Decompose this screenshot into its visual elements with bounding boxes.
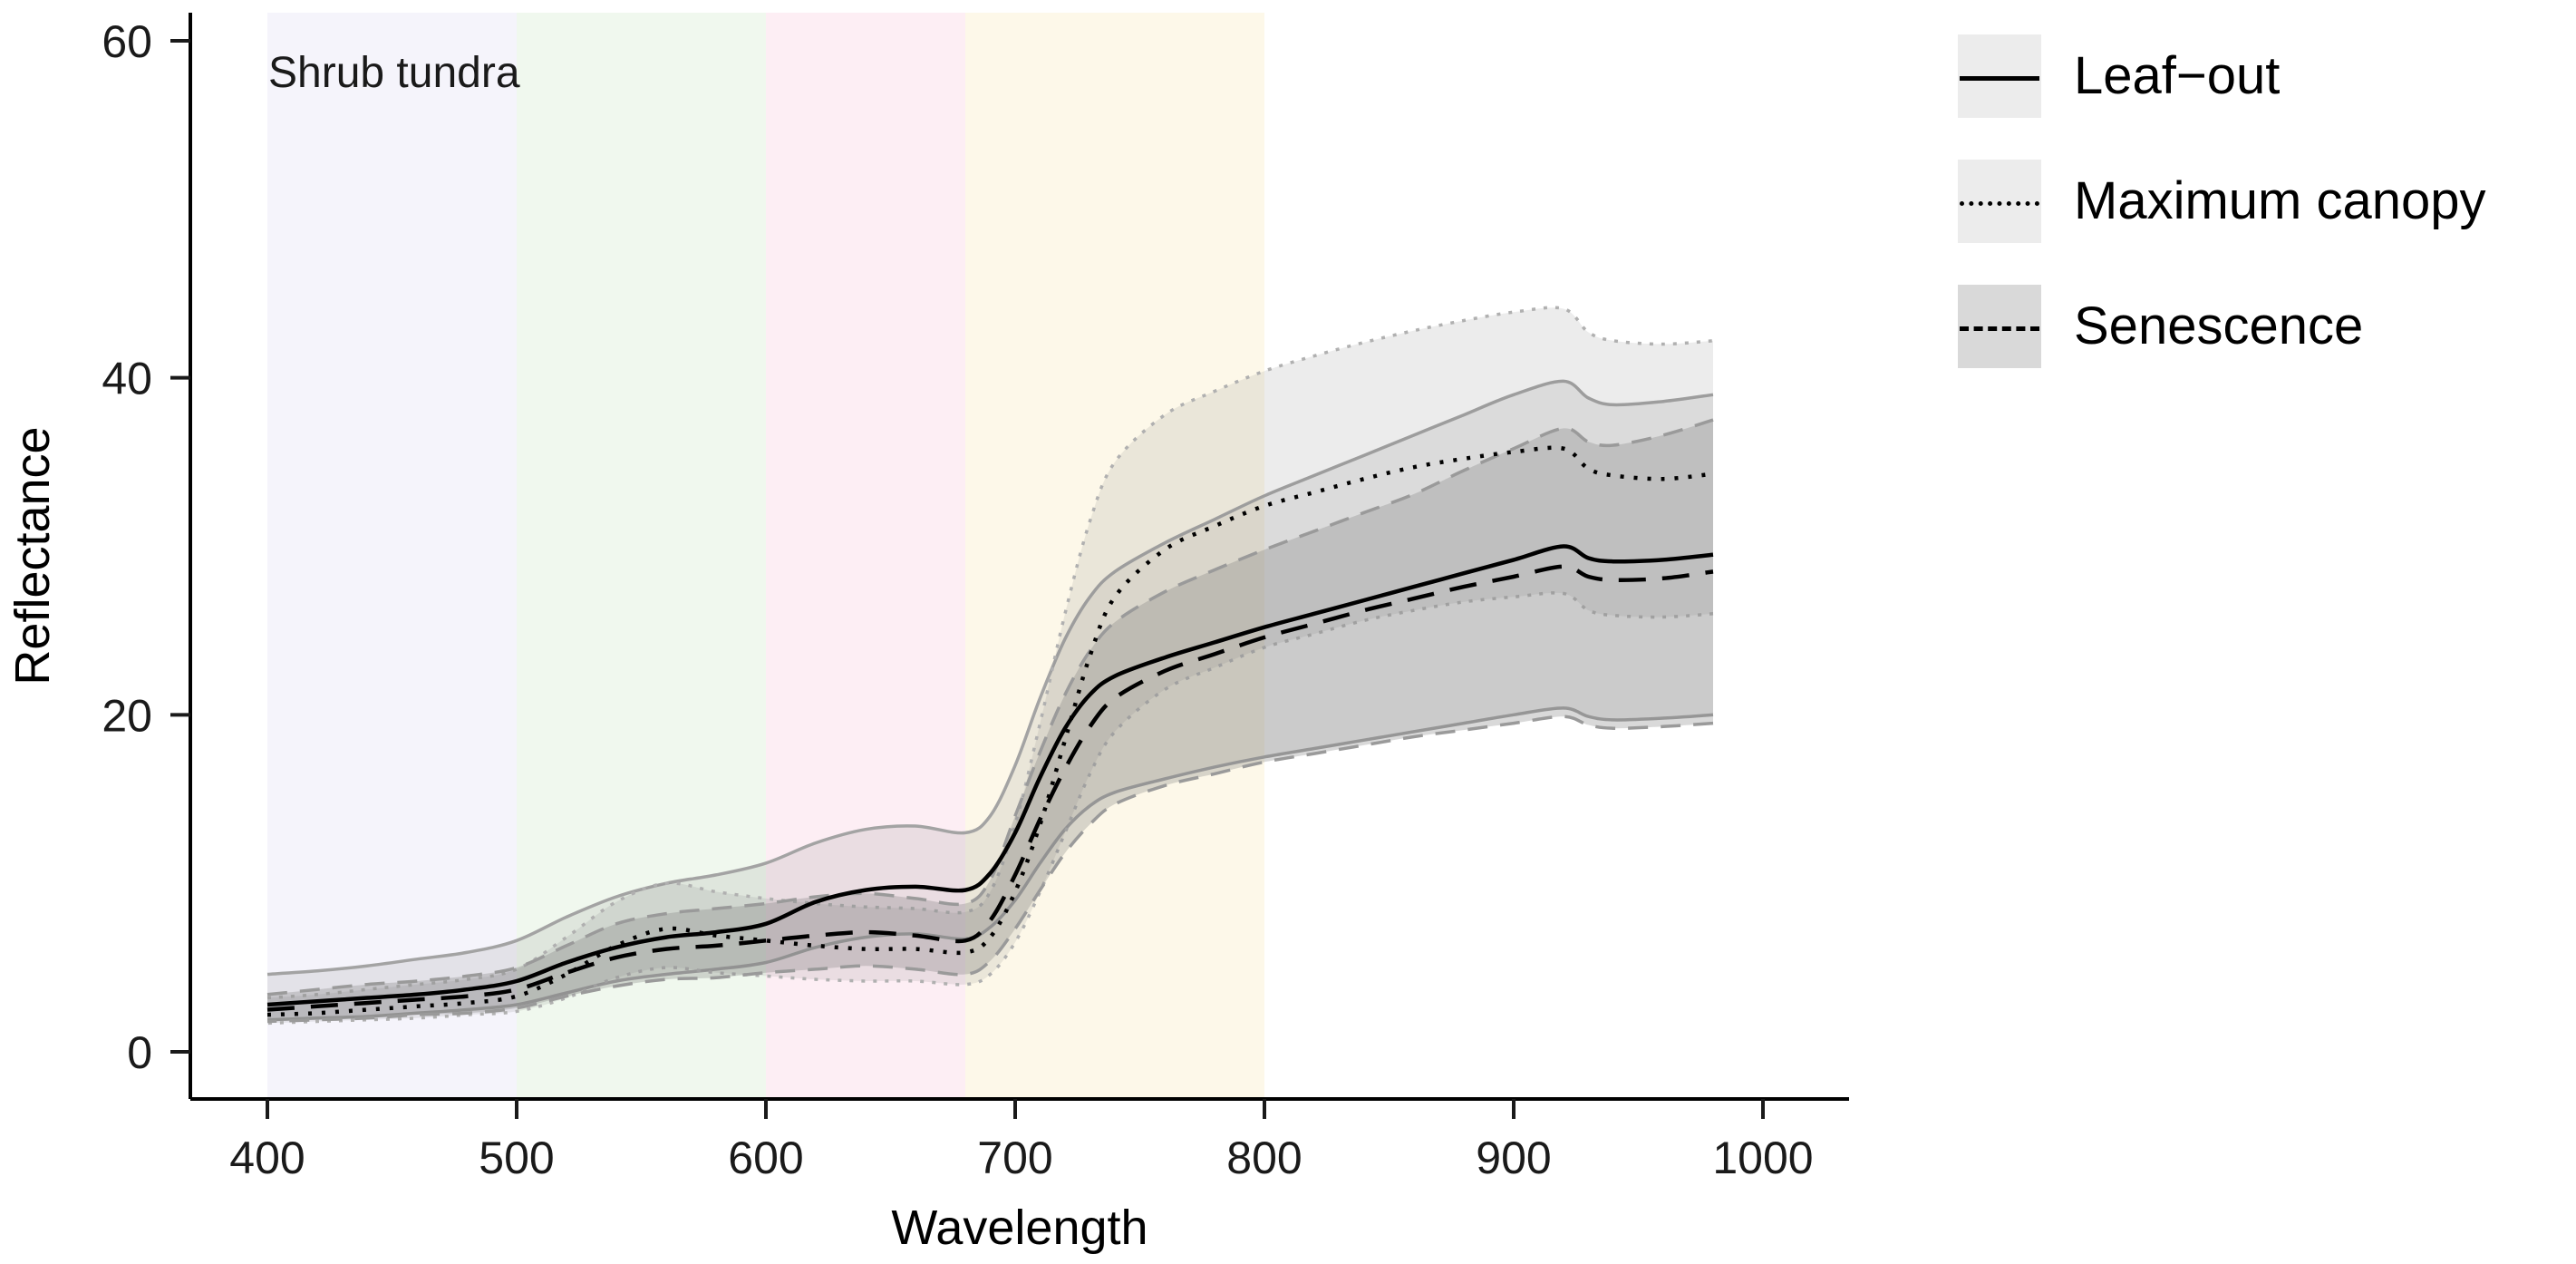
spectral-band-red-pink [766,13,965,1099]
mean-line-maximum-canopy [266,445,1714,1017]
legend-key-maximum-canopy [1958,160,2041,243]
panel-label: Shrub tundra [268,49,520,97]
y-tick-label: 20 [102,690,152,741]
ribbon-senescence [267,420,1713,1022]
mean-line-senescence [266,564,1714,1012]
spectral-band-nir-yellow [965,13,1264,1099]
solid-line-sample-icon [1960,76,2039,81]
ribbon-upper-border-senescence [266,418,1714,997]
y-tick-label: 0 [127,1027,152,1078]
spectral-band-green [517,13,766,1099]
legend-label-maximum-canopy: Maximum canopy [2074,171,2486,230]
ribbon-upper-border-leaf-out [266,379,1714,977]
x-tick-label: 700 [977,1133,1052,1183]
ribbon-lower-border-leaf-out [266,706,1714,1022]
legend-label-leaf-out: Leaf−out [2074,46,2281,105]
ribbon-maximum-canopy [267,307,1713,1024]
x-tick-label: 900 [1476,1133,1551,1183]
x-axis-title: Wavelength [891,1201,1148,1255]
x-tick-label: 1000 [1712,1133,1813,1183]
legend-key-senescence [1958,285,2041,368]
y-tick-label: 60 [102,16,152,67]
x-tick-label: 400 [229,1133,305,1183]
x-tick-label: 800 [1226,1133,1302,1183]
legend: Leaf−out Maximum canopy Senescence [1958,34,2485,368]
dotted-line-sample-icon [1960,201,2039,206]
y-tick-label: 40 [102,354,152,404]
y-axis-title: Reflectance [5,426,60,685]
x-tick-label: 600 [728,1133,803,1183]
ribbon-leaf-out [267,381,1713,1020]
legend-key-leaf-out [1958,34,2041,118]
dashed-line-sample-icon [1960,326,2039,331]
legend-item-leaf-out: Leaf−out [1958,34,2485,118]
legend-item-maximum-canopy: Maximum canopy [1958,160,2485,243]
x-tick-label: 500 [479,1133,554,1183]
legend-label-senescence: Senescence [2074,297,2364,355]
legend-item-senescence: Senescence [1958,285,2485,368]
mean-line-leaf-out [266,544,1714,1007]
spectral-band-blue-violet [267,13,517,1099]
